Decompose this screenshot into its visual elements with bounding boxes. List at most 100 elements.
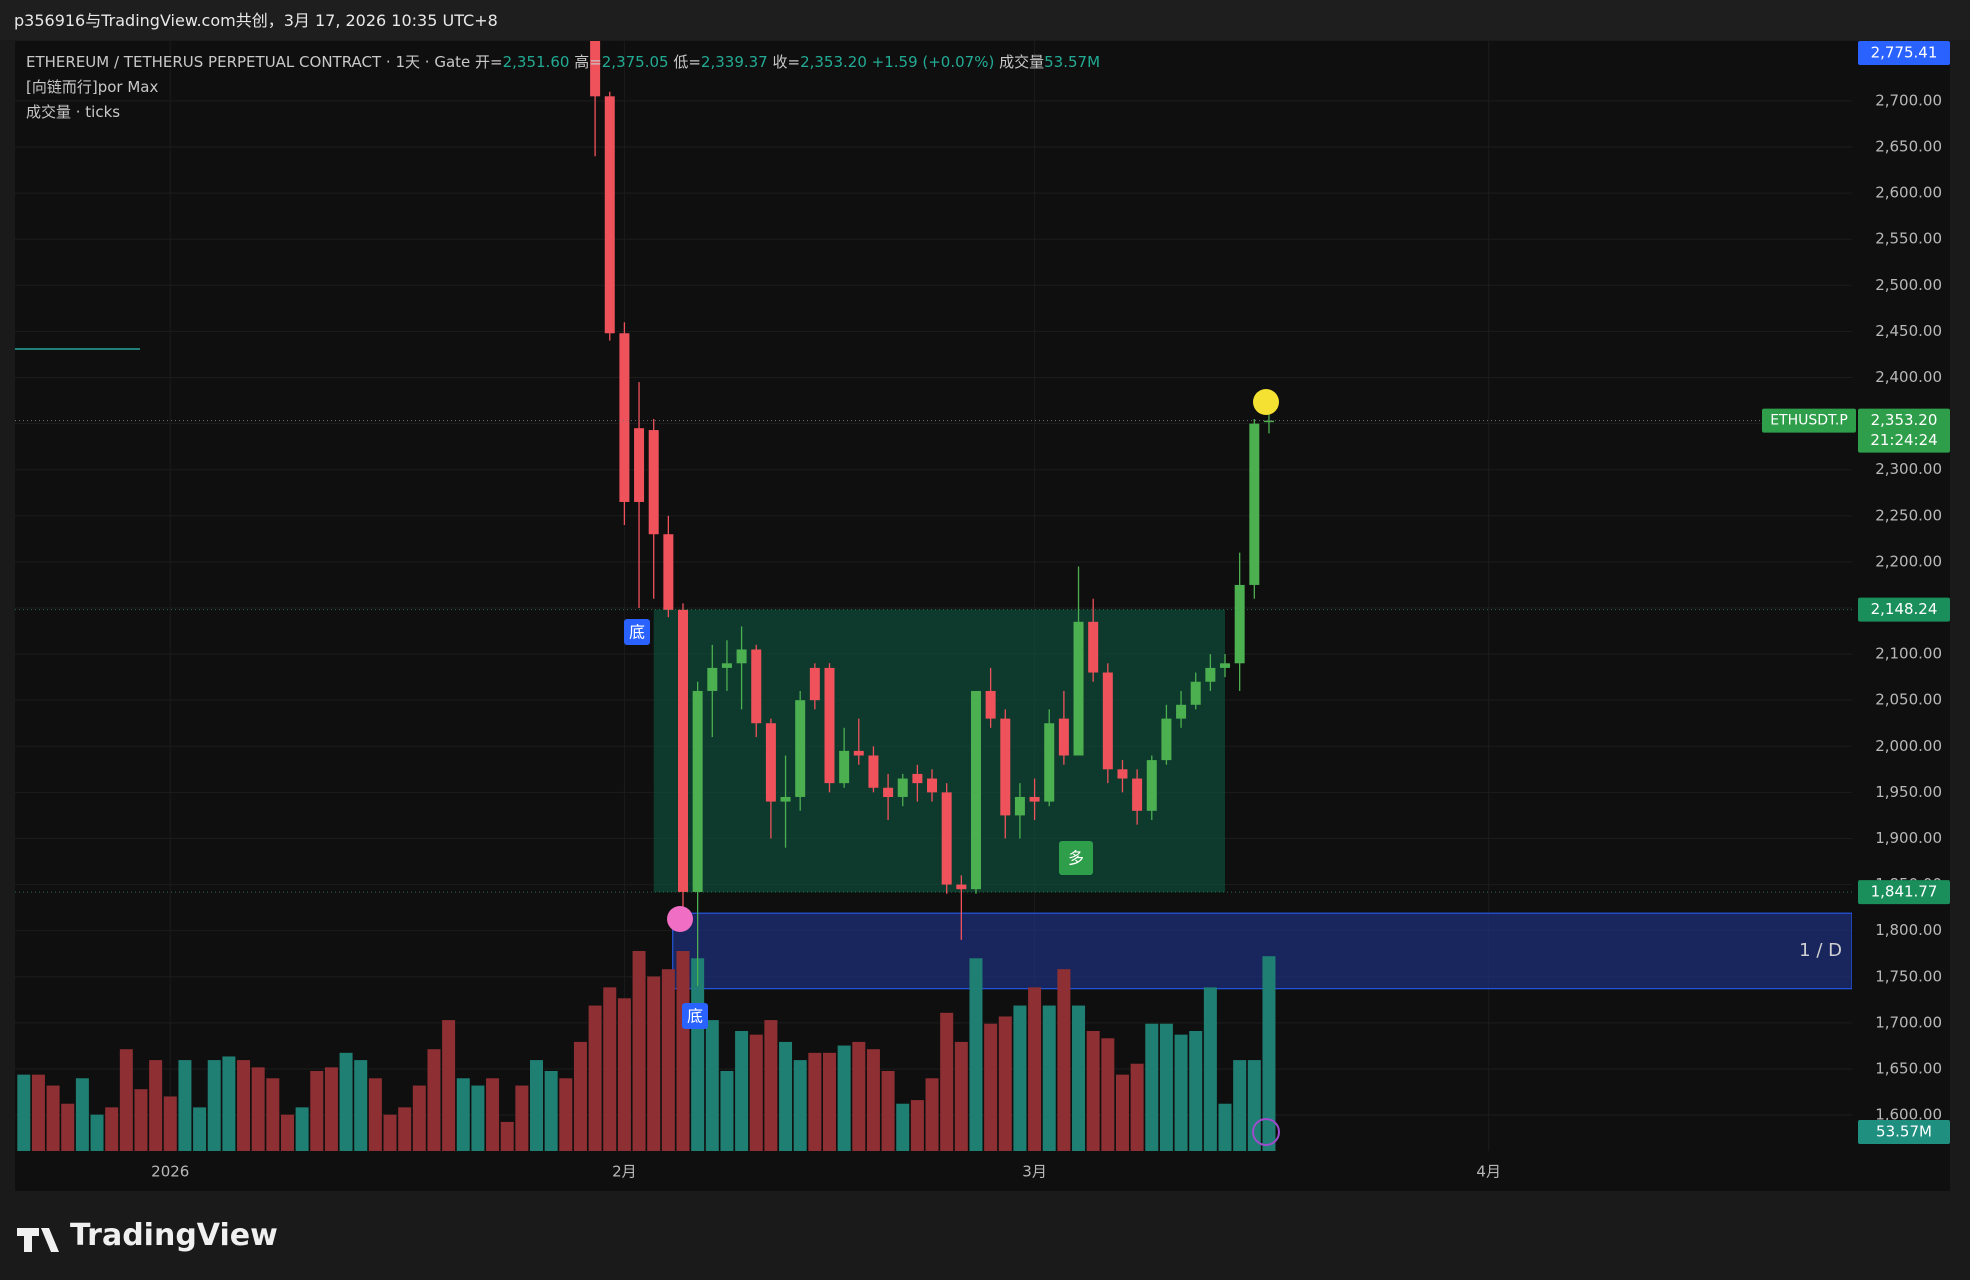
y-tick-label: 2,450.00 [1875, 322, 1942, 340]
volume-bar [163, 1096, 177, 1151]
candle-body [692, 690, 703, 892]
y-tick-label: 1,800.00 [1875, 921, 1942, 939]
price-label: 1,841.77 [1871, 883, 1938, 901]
candle-body [1249, 423, 1260, 585]
volume-bar [398, 1107, 412, 1151]
marker-box [682, 1003, 708, 1029]
volume-bar [515, 1085, 529, 1151]
volume-bar [647, 976, 661, 1151]
x-tick-label: 3月 [1022, 1163, 1047, 1181]
volume-bar [368, 1078, 382, 1151]
y-tick-label: 2,250.00 [1875, 506, 1942, 524]
zone-label: 1 / D [1799, 940, 1842, 961]
volume-bar [1262, 956, 1276, 1151]
signal-dot [667, 906, 693, 932]
candle-body [883, 787, 894, 797]
candle-body [912, 773, 923, 784]
volume-bar [998, 1016, 1012, 1151]
volume-bar [1072, 1005, 1086, 1151]
label: 收= [772, 53, 801, 71]
candle-body [839, 750, 850, 784]
candle-body [941, 792, 952, 885]
volume-bar [1233, 1060, 1247, 1151]
volume-bar [749, 1034, 763, 1151]
y-tick-label: 1,900.00 [1875, 829, 1942, 847]
candle-body [1014, 796, 1025, 816]
candle-body [897, 778, 908, 797]
volume-bar [940, 1012, 954, 1151]
y-tick-label: 1,750.00 [1875, 967, 1942, 985]
candle-body [1058, 718, 1069, 756]
volume-bar [324, 1067, 338, 1151]
volume-bar [237, 1060, 251, 1151]
candle-body [1190, 681, 1201, 705]
zones: 1 / D [653, 609, 1852, 990]
volume-bar [1174, 1034, 1188, 1151]
time-axis [15, 1153, 1852, 1191]
volume-bar [896, 1103, 910, 1151]
volume-label: 53.57M [1876, 1123, 1932, 1141]
candle-body [1234, 584, 1245, 664]
volume-bar [544, 1071, 558, 1151]
price-label: 2,148.24 [1871, 600, 1938, 618]
volume-bar [603, 987, 617, 1151]
change: +1.59 (+0.07%) [871, 53, 995, 71]
volume-bar [1115, 1074, 1129, 1151]
candle-body [1117, 769, 1128, 779]
volume-bar [661, 969, 675, 1151]
volume-bar [427, 1049, 441, 1151]
volume-bar [837, 1045, 851, 1151]
candle-body [927, 778, 938, 793]
candles [15, 41, 1852, 986]
volume-bar [573, 1041, 587, 1151]
y-tick-label: 2,550.00 [1875, 230, 1942, 248]
candle-body [751, 649, 762, 724]
volume-bar [280, 1114, 294, 1151]
volume-bar [559, 1078, 573, 1151]
volume-bar [1159, 1023, 1173, 1151]
header: p356916与TradingView.com共创，3月 17, 2026 10… [0, 0, 1970, 40]
y-tick-label: 2,000.00 [1875, 737, 1942, 755]
volume-bar [588, 1005, 602, 1151]
countdown-label: 21:24:24 [1870, 431, 1937, 449]
volume-bar [471, 1085, 485, 1151]
candle-body [721, 663, 732, 668]
last-price-box [1858, 408, 1950, 453]
candle-body [765, 723, 776, 802]
candle-body [1205, 667, 1216, 682]
marker-box [624, 619, 650, 645]
legend: ETHEREUM / TETHERUS PERPETUAL CONTRACT ·… [26, 50, 1100, 125]
volume-bar [1013, 1005, 1027, 1151]
volume-bar [793, 1060, 807, 1151]
candle-body [956, 884, 967, 890]
volume-bar [632, 951, 646, 1151]
indicator[interactable]: 成交量 · ticks [26, 103, 121, 121]
candle-body [1073, 621, 1084, 756]
volume-bar [779, 1041, 793, 1151]
indicator[interactable]: [向链而行]por Max [26, 78, 159, 96]
alert-icon[interactable] [1252, 1118, 1280, 1146]
volume [17, 951, 1276, 1151]
candle-body [868, 755, 879, 788]
volume-bar [720, 1071, 734, 1151]
signal-dot [1253, 389, 1279, 415]
y-tick-label: 1,650.00 [1875, 1059, 1942, 1077]
volume-bar [705, 1020, 719, 1151]
label: 开= [475, 53, 503, 71]
candle-body [663, 534, 674, 610]
candle-body [590, 41, 601, 97]
legend-line: ETHEREUM / TETHERUS PERPETUAL CONTRACT ·… [26, 50, 1100, 75]
candle-body [780, 796, 791, 802]
candle-body [1263, 420, 1274, 423]
volume-bar [691, 958, 705, 1151]
candle-body [1161, 718, 1172, 761]
volume-bar [61, 1103, 75, 1151]
volume-bar [1189, 1031, 1203, 1151]
volume-bar [1145, 1023, 1159, 1151]
last-price-label: 2,353.20 [1871, 411, 1938, 429]
price-axis [1854, 41, 1950, 1151]
value: 2,353.20 [800, 53, 867, 71]
label: 低= [673, 53, 701, 71]
volume-bar [339, 1052, 353, 1151]
